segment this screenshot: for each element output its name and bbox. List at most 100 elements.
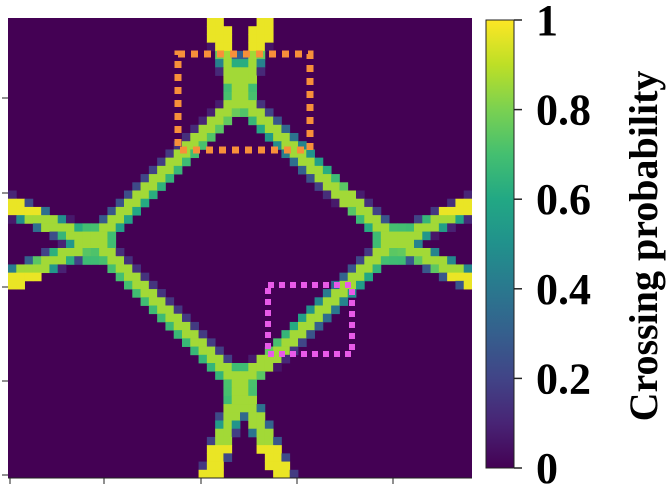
heatmap-cell: [215, 453, 224, 462]
heatmap-cell: [206, 18, 216, 27]
heatmap-cell: [57, 231, 67, 241]
heatmap-cell: [298, 321, 307, 331]
heatmap-cell: [248, 428, 257, 438]
heatmap-cell: [240, 75, 249, 85]
heatmap-cell: [215, 436, 224, 446]
heatmap-cell: [306, 174, 315, 183]
heatmap-cell: [32, 206, 42, 216]
heatmap-cell: [397, 231, 407, 241]
heatmap-cell: [223, 412, 233, 421]
heatmap-cell: [32, 272, 42, 282]
heatmap-cell: [430, 206, 440, 216]
heatmap-cell: [182, 338, 191, 347]
heatmap-cell: [57, 215, 67, 224]
heatmap-cell: [414, 231, 423, 241]
heatmap-cell: [298, 157, 307, 167]
heatmap-cell: [132, 289, 141, 298]
heatmap-cell: [223, 34, 233, 44]
heatmap-cell: [331, 289, 340, 298]
heatmap-cell: [314, 297, 324, 306]
heatmap-cell: [231, 371, 241, 380]
heatmap-cell: [140, 174, 150, 183]
heatmap-cell: [463, 280, 472, 290]
heatmap-cell: [256, 428, 266, 438]
heatmap-cell: [223, 404, 233, 413]
heatmap-cell: [107, 264, 117, 274]
heatmap-cell: [356, 272, 365, 282]
heatmap-cell: [140, 272, 150, 282]
heatmap-cell: [165, 149, 175, 159]
heatmap-cell: [331, 182, 340, 191]
heatmap-cell: [165, 297, 175, 306]
heatmap-cell: [148, 182, 158, 191]
heatmap-cell: [438, 223, 448, 232]
heatmap-cell: [148, 190, 158, 200]
heatmap-cell: [256, 116, 266, 126]
heatmap-cell: [281, 453, 291, 462]
heatmap-cell: [347, 272, 357, 282]
heatmap-cell: [32, 256, 42, 265]
heatmap-cell: [223, 67, 233, 76]
heatmap-cell: [248, 420, 257, 430]
heatmap-cell: [306, 305, 315, 315]
heatmap-cell: [248, 26, 257, 35]
heatmap-cell: [240, 379, 249, 389]
heatmap-cell: [447, 215, 456, 224]
heatmap-cell: [306, 149, 315, 159]
heatmap-cell: [281, 133, 291, 142]
heatmap-cell: [314, 321, 324, 331]
heatmap-cell: [339, 198, 349, 208]
heatmap-cell: [8, 215, 17, 224]
heatmap-cell: [256, 100, 266, 109]
heatmap-cell: [206, 108, 216, 117]
heatmap-cell: [198, 469, 208, 478]
heatmap-cell: [57, 239, 67, 249]
heatmap-cell: [356, 264, 365, 274]
heatmap-cell: [148, 297, 158, 306]
heatmap-cell: [124, 256, 133, 265]
heatmap-cell: [107, 248, 117, 257]
heatmap-cell: [438, 215, 448, 224]
heatmap-cell: [298, 165, 307, 175]
heatmap-cell: [223, 354, 233, 364]
heatmap-cell: [430, 215, 440, 224]
heatmap-cell: [380, 215, 390, 224]
heatmap-cell: [215, 354, 224, 364]
heatmap-cell: [198, 141, 208, 150]
heatmap-cell: [132, 206, 141, 216]
heatmap-cell: [356, 215, 365, 224]
heatmap-cell: [215, 371, 224, 380]
colorbar-label: Crossing probability: [621, 71, 666, 422]
heatmap-cell: [273, 436, 282, 446]
heatmap-cell: [115, 198, 125, 208]
heatmap-cell: [414, 248, 423, 257]
heatmap-cell: [273, 116, 282, 126]
axis-ticks: [2, 97, 394, 484]
colorbar-tick-label: 0.8: [536, 86, 591, 135]
heatmap-cell: [82, 239, 92, 249]
heatmap-cell: [447, 272, 456, 282]
heatmap-cell: [405, 256, 415, 265]
heatmap-cell: [306, 321, 315, 331]
heatmap-cell: [356, 256, 365, 265]
heatmap-cell: [389, 231, 398, 241]
heatmap-cell: [414, 223, 423, 232]
heatmap-cell: [273, 346, 282, 356]
heatmap-cell: [182, 157, 191, 167]
heatmap-cell: [223, 59, 233, 68]
heatmap-cell: [347, 190, 357, 200]
heatmap-cell: [215, 108, 224, 117]
heatmap-cell: [455, 272, 465, 282]
heatmap-cell: [190, 346, 199, 356]
heatmap-cell: [306, 165, 315, 175]
heatmap-cell: [16, 206, 25, 216]
heatmap-cell: [24, 215, 34, 224]
heatmap-cell: [157, 157, 166, 167]
heatmap-cell: [206, 461, 216, 471]
heatmap-cell: [148, 174, 158, 183]
heatmap-cell: [165, 174, 175, 183]
heatmap-cell: [248, 75, 257, 85]
heatmap-cell: [264, 453, 274, 462]
heatmap-cell: [248, 412, 257, 421]
heatmap-cell: [364, 272, 373, 282]
